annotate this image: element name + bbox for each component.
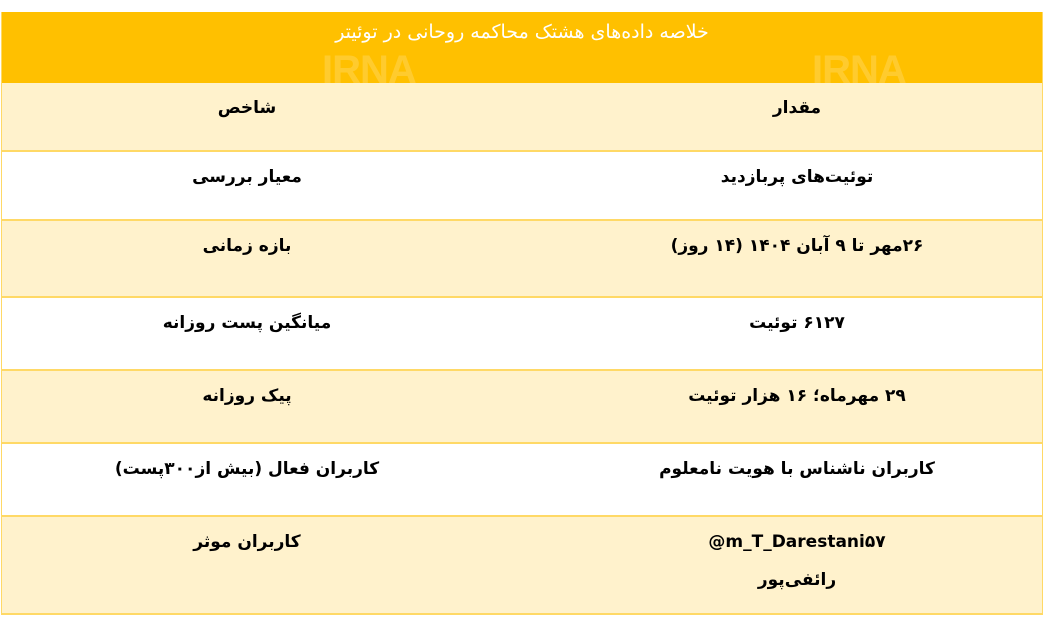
table-row: کاربران فعال (بیش از۳۰۰پست) کاربران ناشن… bbox=[2, 444, 1042, 517]
header-row: شاخص مقدار bbox=[2, 83, 1042, 152]
irna-watermark: IRNA bbox=[322, 48, 417, 83]
table-row: معیار بررسی توئیت‌های پربازدید bbox=[2, 152, 1042, 221]
indicator-cell: کاربران فعال (بیش از۳۰۰پست) bbox=[114, 459, 380, 479]
table-row: کاربران موثر @m_T_Darestani۵۷ رائفی‌پور bbox=[2, 517, 1042, 615]
table-row: میانگین پست روزانه ۶۱۲۷ توئیت bbox=[2, 298, 1042, 371]
value-cell: توئیت‌های پربازدید bbox=[720, 167, 874, 187]
header-indicator: شاخص bbox=[217, 98, 277, 118]
value-cell: کاربران ناشناس با هویت نامعلوم bbox=[659, 459, 935, 479]
value-cell: ۶۱۲۷ توئیت bbox=[749, 313, 845, 333]
header-value: مقدار bbox=[772, 98, 822, 118]
table-title-band: خلاصه داده‌های هشتک محاکمه روحانی در توئ… bbox=[2, 12, 1042, 83]
table-title: خلاصه داده‌های هشتک محاکمه روحانی در توئ… bbox=[335, 21, 709, 43]
indicator-cell: پیک روزانه bbox=[202, 386, 292, 406]
indicator-cell: معیار بررسی bbox=[192, 167, 302, 187]
summary-table: خلاصه داده‌های هشتک محاکمه روحانی در توئ… bbox=[1, 12, 1043, 615]
indicator-cell: کاربران موثر bbox=[193, 532, 301, 552]
irna-watermark: IRNA bbox=[812, 48, 907, 83]
indicator-cell: میانگین پست روزانه bbox=[162, 313, 332, 333]
value-line: @m_T_Darestani۵۷ bbox=[708, 532, 886, 552]
table-row: بازه زمانی ۲۶مهر تا ۹ آبان ۱۴۰۴ (۱۴ روز) bbox=[2, 221, 1042, 298]
indicator-cell: بازه زمانی bbox=[202, 236, 292, 256]
value-cell: ۲۹ مهرماه؛ ۱۶ هزار توئیت bbox=[688, 386, 906, 406]
value-cell: ۲۶مهر تا ۹ آبان ۱۴۰۴ (۱۴ روز) bbox=[670, 236, 924, 256]
value-line: رائفی‌پور bbox=[757, 570, 837, 590]
table-row: پیک روزانه ۲۹ مهرماه؛ ۱۶ هزار توئیت bbox=[2, 371, 1042, 444]
value-cell: @m_T_Darestani۵۷ رائفی‌پور bbox=[522, 517, 1042, 613]
